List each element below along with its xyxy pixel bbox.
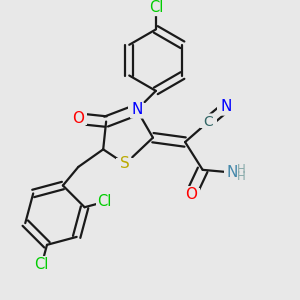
Text: C: C [204,115,213,129]
FancyBboxPatch shape [128,103,146,116]
Text: Cl: Cl [97,194,112,209]
Text: O: O [72,111,84,126]
Text: S: S [120,157,130,172]
Text: Cl: Cl [34,257,49,272]
FancyBboxPatch shape [70,112,87,125]
Text: H: H [237,170,246,183]
FancyBboxPatch shape [217,100,235,113]
FancyBboxPatch shape [116,158,134,170]
FancyBboxPatch shape [96,196,113,208]
Text: Cl: Cl [149,0,163,15]
Text: O: O [185,187,197,202]
Text: H: H [237,163,246,176]
FancyBboxPatch shape [33,258,50,271]
FancyBboxPatch shape [200,115,217,128]
FancyBboxPatch shape [182,188,200,201]
FancyBboxPatch shape [226,166,244,179]
FancyBboxPatch shape [224,166,246,180]
FancyBboxPatch shape [147,1,165,14]
Text: N: N [131,102,142,117]
Text: N: N [227,165,238,180]
Text: N: N [220,99,232,114]
